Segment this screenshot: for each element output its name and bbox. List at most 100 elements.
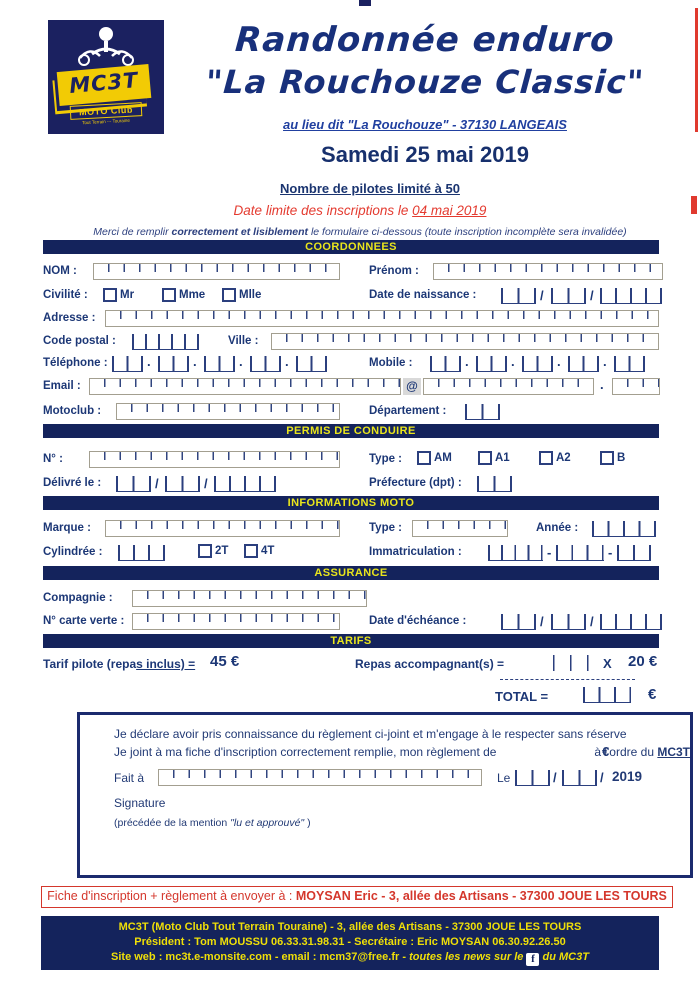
club-logo: MC3T MOTO Club Tout Terrain --- Touraine — [48, 20, 164, 134]
label-telephone: Téléphone : — [43, 357, 108, 369]
label-cylindree: Cylindrée : — [43, 546, 103, 558]
signature-mention: (précédée de la mention "lu et approuvé"… — [114, 817, 311, 829]
field-prenom[interactable] — [433, 263, 663, 280]
field-tel-2[interactable] — [158, 356, 189, 372]
dash-separator: - — [608, 545, 613, 560]
slash-separator: / — [590, 614, 594, 629]
field-date-mois[interactable] — [562, 770, 597, 786]
fill-instructions: Merci de remplir correctement et lisible… — [93, 226, 627, 238]
label-moto-type: Type : — [369, 522, 403, 534]
label-b: B — [617, 452, 626, 464]
field-email-local[interactable] — [89, 378, 401, 395]
dot-separator: . — [285, 354, 289, 369]
field-naissance-jour[interactable] — [501, 288, 536, 304]
field-delivre-annee[interactable] — [214, 476, 276, 492]
label-am: AM — [434, 452, 452, 464]
field-repas-quantite[interactable] — [553, 655, 590, 671]
field-departement[interactable] — [465, 404, 500, 420]
field-nom[interactable] — [93, 263, 340, 280]
field-mobile-1[interactable] — [430, 356, 461, 372]
checkbox-b[interactable] — [600, 451, 614, 465]
checkbox-a1[interactable] — [478, 451, 492, 465]
field-delivre-jour[interactable] — [116, 476, 151, 492]
slash-separator: / — [590, 288, 594, 303]
dash-separator: - — [547, 545, 552, 560]
label-adresse: Adresse : — [43, 312, 96, 324]
field-compagnie[interactable] — [132, 590, 367, 607]
field-moto-type[interactable] — [412, 520, 508, 537]
label-email: Email : — [43, 380, 81, 392]
deadline-date: 04 mai 2019 — [412, 203, 487, 218]
label-departement: Département : — [369, 405, 447, 417]
label-2t: 2T — [215, 545, 229, 557]
field-tel-1[interactable] — [112, 356, 143, 372]
checkbox-am[interactable] — [417, 451, 431, 465]
field-echeance-annee[interactable] — [600, 614, 662, 630]
label-a2: A2 — [556, 452, 571, 464]
field-immat-1[interactable] — [488, 545, 543, 561]
field-email-tld[interactable] — [612, 378, 660, 395]
field-prefecture[interactable] — [477, 476, 512, 492]
deadline-line: Date limite des inscriptions le 04 mai 2… — [40, 203, 680, 218]
label-fait-a: Fait à — [114, 771, 145, 785]
logo-plate: MC3T — [56, 64, 152, 106]
dot-separator: . — [147, 354, 151, 369]
label-naissance: Date de naissance : — [369, 289, 477, 301]
field-naissance-mois[interactable] — [551, 288, 586, 304]
field-total[interactable] — [583, 687, 631, 703]
checkbox-mr[interactable] — [103, 288, 117, 302]
checkbox-mlle[interactable] — [222, 288, 236, 302]
field-email-domain[interactable] — [423, 378, 594, 395]
field-tel-5[interactable] — [296, 356, 327, 372]
label-mr: Mr — [120, 289, 135, 301]
field-cylindree[interactable] — [118, 545, 165, 561]
field-motoclub[interactable] — [116, 403, 340, 420]
field-permis-numero[interactable] — [89, 451, 340, 468]
label-a1: A1 — [495, 452, 510, 464]
checkbox-a2[interactable] — [539, 451, 553, 465]
slash-separator: / — [540, 288, 544, 303]
rider-illustration — [78, 27, 134, 66]
dot-separator: . — [511, 354, 515, 369]
at-symbol: @ — [403, 378, 421, 395]
field-echeance-mois[interactable] — [551, 614, 586, 630]
field-tel-3[interactable] — [204, 356, 235, 372]
field-code-postal[interactable] — [132, 334, 199, 350]
checkbox-4t[interactable] — [244, 544, 258, 558]
label-annee: Année : — [536, 522, 579, 534]
field-ville[interactable] — [271, 333, 659, 350]
checkbox-2t[interactable] — [198, 544, 212, 558]
send-address-box: Fiche d'inscription + règlement à envoye… — [41, 886, 673, 908]
label-signature: Signature — [114, 796, 166, 810]
checkbox-mme[interactable] — [162, 288, 176, 302]
event-title-line2: "La Rouchouze Classic" — [204, 63, 646, 101]
field-delivre-mois[interactable] — [165, 476, 200, 492]
footer-club-address: MC3T (Moto Club Tout Terrain Touraine) -… — [118, 920, 582, 933]
slash-separator: / — [553, 770, 557, 785]
declaration-ordre: à l'ordre du MC3T — [594, 745, 690, 759]
field-mobile-4[interactable] — [568, 356, 599, 372]
field-mobile-2[interactable] — [476, 356, 507, 372]
field-echeance-jour[interactable] — [501, 614, 536, 630]
field-annee[interactable] — [592, 521, 656, 537]
field-mobile-3[interactable] — [522, 356, 553, 372]
field-mobile-5[interactable] — [614, 356, 645, 372]
facebook-icon[interactable]: f — [526, 952, 540, 966]
label-ville: Ville : — [228, 335, 259, 347]
field-tel-4[interactable] — [250, 356, 281, 372]
dot-separator: . — [600, 377, 604, 392]
field-naissance-annee[interactable] — [600, 288, 662, 304]
declaration-euro: € — [602, 744, 610, 759]
scan-artifact — [691, 196, 697, 214]
field-fait-a[interactable] — [158, 769, 482, 786]
dot-separator: . — [465, 354, 469, 369]
label-motoclub: Motoclub : — [43, 405, 102, 417]
field-adresse[interactable] — [105, 310, 659, 327]
field-immat-3[interactable] — [617, 545, 651, 561]
field-immat-2[interactable] — [556, 545, 604, 561]
label-permis-numero: N° : — [43, 453, 63, 465]
field-date-jour[interactable] — [515, 770, 550, 786]
label-mobile: Mobile : — [369, 357, 413, 369]
field-marque[interactable] — [105, 520, 340, 537]
field-carte-verte[interactable] — [132, 613, 340, 630]
